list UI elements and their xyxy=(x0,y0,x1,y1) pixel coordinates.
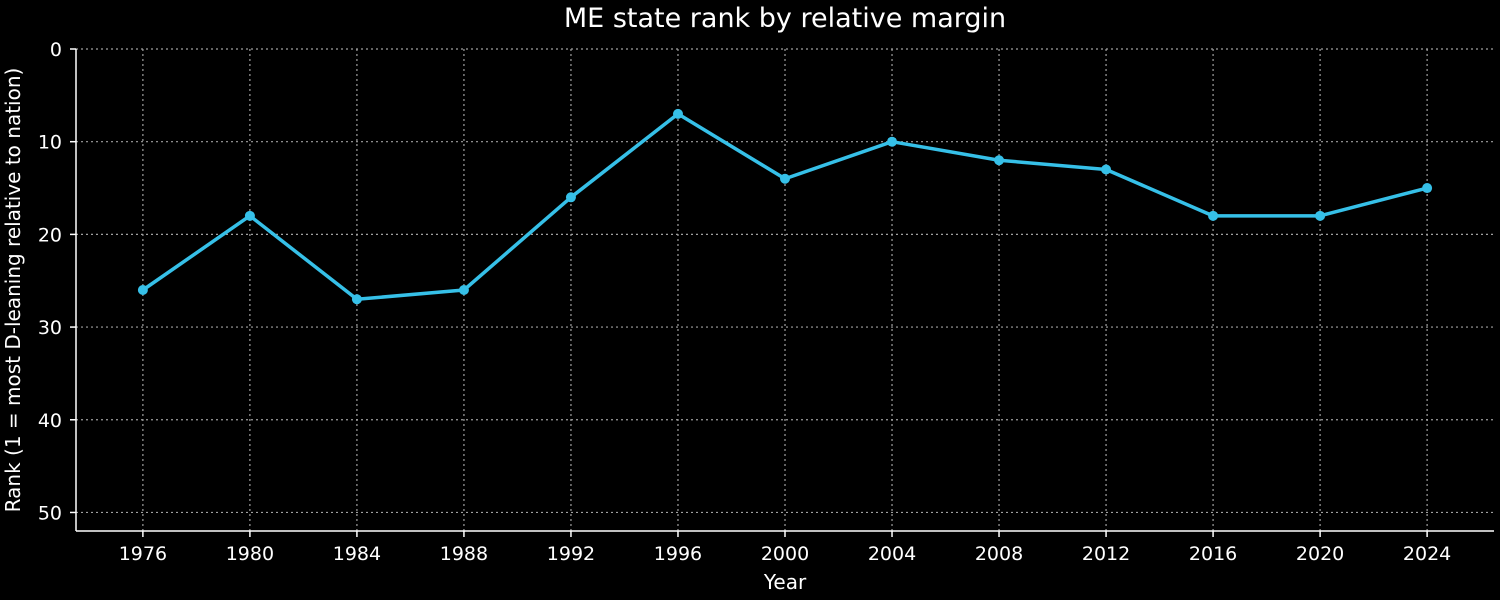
x-tick-label: 1988 xyxy=(440,543,488,565)
data-point xyxy=(1422,183,1433,194)
data-point xyxy=(565,192,576,203)
tick-labels: 1976 1980 1984 1988 1992 1996 2000 2004 2008 2012… xyxy=(38,39,1451,565)
x-axis-title: Year xyxy=(763,570,807,594)
data-point xyxy=(1208,210,1219,221)
data-point xyxy=(1315,210,1326,221)
chart-title: ME state rank by relative margin xyxy=(564,3,1006,34)
data-point xyxy=(1101,164,1112,175)
data-point xyxy=(244,210,255,221)
y-tick-label: 40 xyxy=(38,410,62,432)
x-tick-label: 2000 xyxy=(761,543,809,565)
x-tick-label: 1992 xyxy=(547,543,595,565)
data-point xyxy=(672,108,683,119)
x-tick-label: 1996 xyxy=(654,543,702,565)
data-point xyxy=(137,285,148,295)
x-tick-label: 2012 xyxy=(1082,543,1130,565)
x-tick-label: 2008 xyxy=(975,543,1023,565)
x-tick-label: 1976 xyxy=(119,543,167,565)
x-tick-label: 1984 xyxy=(333,543,381,565)
data-point xyxy=(458,285,469,295)
grid xyxy=(76,48,1494,531)
y-tick-label: 0 xyxy=(50,39,62,61)
y-tick-label: 20 xyxy=(38,224,62,246)
x-tick-label: 2004 xyxy=(868,543,916,565)
x-tick-label: 2016 xyxy=(1189,543,1237,565)
y-tick-label: 10 xyxy=(38,132,62,154)
x-tick-label: 1980 xyxy=(226,543,274,565)
y-tick-label: 30 xyxy=(38,317,62,339)
y-tick-label: 50 xyxy=(38,502,62,524)
y-axis-title: Rank (1 = most D-leaning relative to nat… xyxy=(1,68,25,513)
data-series xyxy=(137,108,1433,305)
x-tick-label: 2020 xyxy=(1296,543,1344,565)
x-tick-label: 2024 xyxy=(1403,543,1451,565)
data-point xyxy=(780,173,790,184)
data-point xyxy=(351,294,362,305)
data-point xyxy=(994,155,1005,166)
data-point xyxy=(887,136,898,147)
